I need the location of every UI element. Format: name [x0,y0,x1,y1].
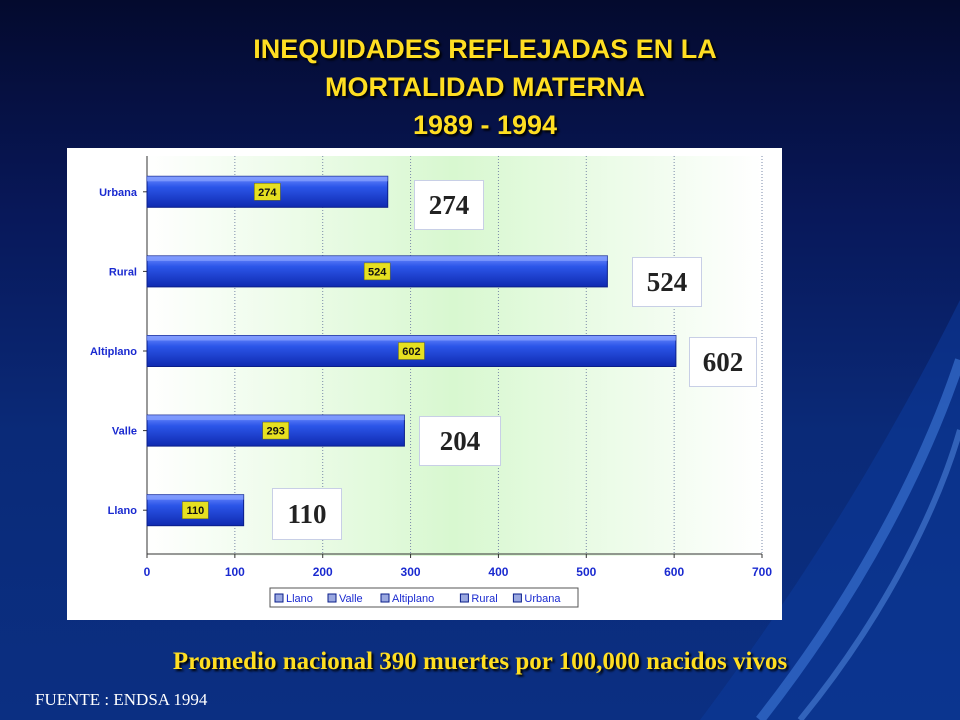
x-tick-label-100: 100 [225,565,245,579]
x-tick-label-600: 600 [664,565,684,579]
x-tick-label-0: 0 [144,565,151,579]
legend-frame [269,587,579,608]
slide-title-line-1: INEQUIDADES REFLEJADAS EN LA [253,34,717,64]
legend-swatch-valle [327,593,337,603]
chart-panel: 0 100 200 300 400 500 600 700 Urbana Rural Altipla… [67,148,782,620]
legend-entry-urbana: Urbana [524,593,561,605]
legend-entry-altiplano: Altiplano [392,593,434,605]
x-tick-label-500: 500 [576,565,596,579]
category-label-urbana: Urbana [99,187,138,199]
bar-highlight-altiplano [147,335,676,341]
data-label-box-valle [262,421,289,440]
legend-swatch-altiplano [380,593,390,603]
callout-llano: 110 [272,488,342,540]
slide-title-line-2: MORTALIDAD MATERNA [325,72,645,102]
data-label-box-llano [182,501,209,519]
data-label-altiplano: 602 [402,346,420,358]
category-label-rural: Rural [109,266,137,278]
data-label-box-urbana [254,183,281,201]
bar-altiplano [146,335,677,367]
legend-swatch-llano [274,593,284,603]
category-label-llano: Llano [108,505,138,517]
bar-highlight-valle [147,415,405,421]
legend-swatch-urbana [512,593,522,603]
data-label-valle: 293 [267,426,285,438]
callout-urbana: 274 [414,180,484,230]
legend-swatch-rural [459,593,469,603]
legend-entry-valle: Valle [339,593,363,605]
bar-highlight-rural [147,255,608,261]
data-label-rural: 524 [368,266,387,278]
legend-entry-rural: Rural [471,593,497,605]
data-label-llano: 110 [186,505,204,517]
data-label-urbana: 274 [258,187,277,199]
footer-note: Promedio nacional 390 muertes por 100,00… [172,648,788,675]
data-label-box-rural [363,262,391,281]
x-tick-label-700: 700 [752,565,772,579]
x-tick-label-300: 300 [401,565,421,579]
x-tick-label-200: 200 [313,565,333,579]
category-label-altiplano: Altiplano [90,346,137,358]
callout-valle: 204 [419,416,501,466]
legend-entry-llano: Llano [286,593,313,605]
callout-rural: 524 [632,257,702,307]
slide-title-line-3: 1989 - 1994 [412,110,558,140]
category-label-valle: Valle [112,426,137,438]
callout-altiplano: 602 [689,337,757,387]
bar-highlight-llano [147,494,244,500]
source-note: FUENTE : ENDSA 1994 [35,690,208,709]
bar-highlight-urbana [147,176,388,182]
data-label-box-altiplano [398,342,425,360]
x-tick-label-400: 400 [488,565,508,579]
